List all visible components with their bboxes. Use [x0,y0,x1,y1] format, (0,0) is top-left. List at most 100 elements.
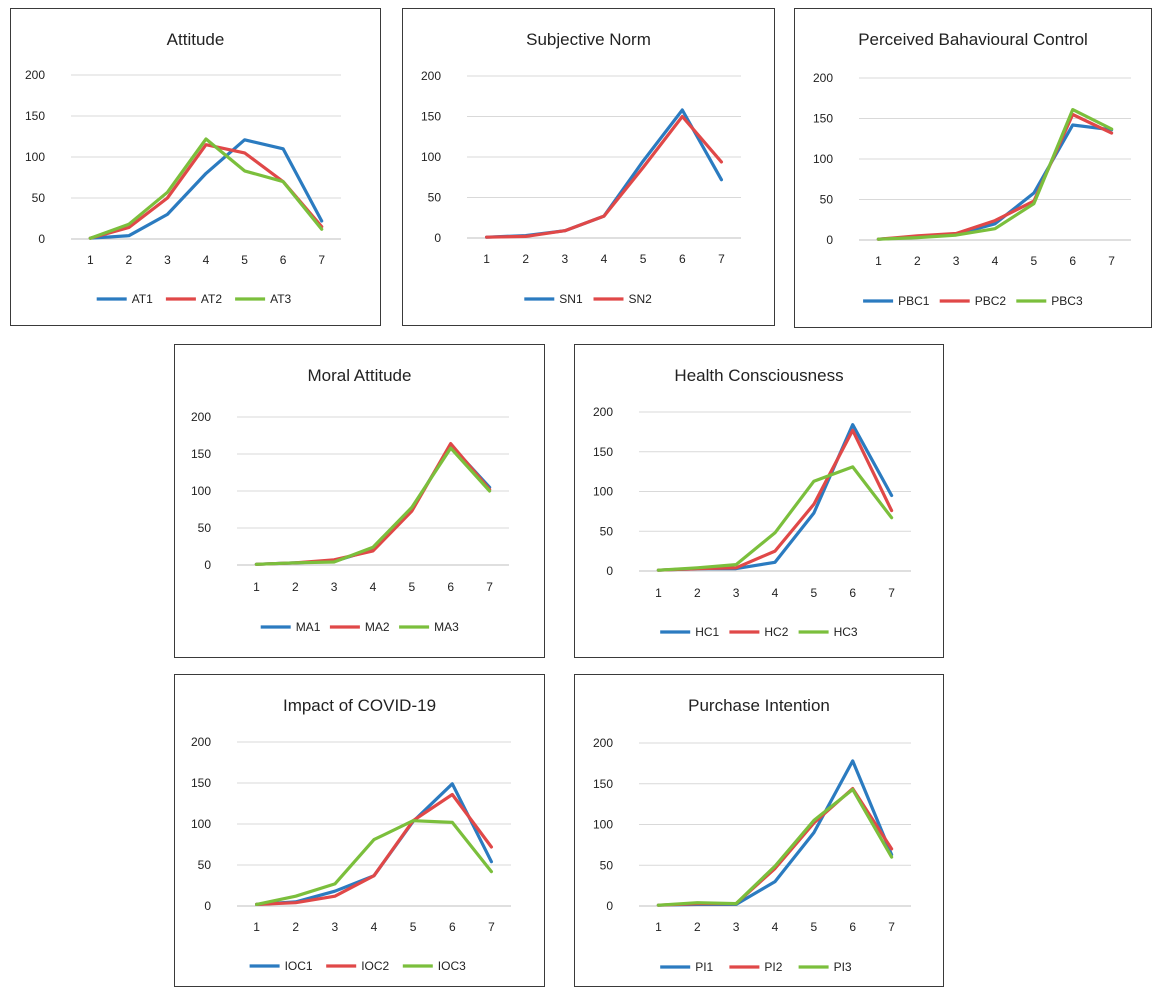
chart-svg: Attitude 0 50 100 150 200 1 2 3 4 5 6 7 AT1 AT2 AT3 [25,30,341,306]
y-tick-label: 50 [198,521,212,535]
x-tick-label: 1 [655,586,662,600]
x-tick-label: 4 [370,580,377,594]
x-tick-label: 4 [992,254,999,268]
x-tick-label: 1 [253,920,260,934]
x-tick-label: 7 [1108,254,1115,268]
chart-svg: Purchase Intention 0 50 100 150 200 1 2 3 4 5 6 7 PI1… [593,696,911,974]
y-tick-label: 100 [421,150,441,164]
chart-title: Subjective Norm [526,30,651,49]
x-tick-label: 6 [849,586,856,600]
legend-item: SN1 [524,292,583,306]
legend-label: MA1 [296,620,321,634]
legend-item: HC3 [798,625,858,639]
series-line-pi2 [656,786,894,907]
chart-svg: Impact of COVID-19 0 50 100 150 200 1 2 3 4 5 6 7 IOC… [191,696,511,973]
legend-item: MA2 [329,620,390,634]
y-tick-label: 150 [191,447,211,461]
x-tick-label: 3 [953,254,960,268]
legend-label: PBC2 [975,294,1007,308]
x-tick-label: 2 [694,920,701,934]
x-tick-label: 2 [914,254,921,268]
legend-label: HC2 [764,625,788,639]
y-tick-label: 200 [421,69,441,83]
x-tick-label: 5 [410,920,417,934]
x-tick-label: 5 [811,586,818,600]
x-tick-label: 6 [280,253,287,267]
chart-panel-purchase-intention: Purchase Intention 0 50 100 150 200 1 2 3 4 5 6 7 PI1… [574,674,944,987]
legend-item: MA3 [399,620,459,634]
y-tick-label: 0 [204,558,211,572]
y-tick-label: 200 [593,405,613,419]
legend-item: IOC3 [402,959,466,973]
y-tick-label: 100 [593,818,613,832]
chart-svg: Subjective Norm 0 50 100 150 200 1 2 3 4 5 6 7 SN1 SN2 [421,30,741,306]
chart-svg: Health Consciousness 0 50 100 150 200 1 2 3 4 5 6 7 H… [593,366,911,639]
series-line-ma3 [254,446,492,566]
legend-label: MA3 [434,620,459,634]
x-tick-label: 5 [1031,254,1038,268]
legend-label: IOC3 [438,959,466,973]
legend-label: IOC1 [285,959,313,973]
x-tick-label: 5 [811,920,818,934]
legend-label: PI1 [695,960,713,974]
series-line-pi1 [656,759,894,907]
y-tick-label: 100 [191,817,211,831]
legend-item: PI2 [729,960,783,974]
x-tick-label: 7 [486,580,493,594]
series-line-hc1 [656,423,894,572]
legend-label: PI3 [834,960,852,974]
x-tick-label: 3 [562,252,569,266]
y-tick-label: 150 [191,776,211,790]
y-tick-label: 0 [606,564,613,578]
series-line-sn2 [484,114,723,239]
series-line-ioc2 [254,792,493,906]
x-tick-label: 2 [694,586,701,600]
series-line-pbc2 [876,112,1114,241]
series-line-pi3 [656,787,894,907]
y-tick-label: 50 [32,191,46,205]
legend-label: MA2 [365,620,390,634]
y-tick-label: 50 [428,191,442,205]
x-tick-label: 2 [126,253,133,267]
y-tick-label: 200 [191,735,211,749]
y-tick-label: 200 [25,68,45,82]
x-tick-label: 5 [409,580,416,594]
y-tick-label: 50 [198,858,212,872]
legend-item: IOC1 [249,959,313,973]
chart-svg: Moral Attitude 0 50 100 150 200 1 2 3 4 5 6 7 MA1 MA2 M… [191,366,509,634]
chart-title: Impact of COVID-19 [283,696,436,715]
x-tick-label: 1 [655,920,662,934]
x-tick-label: 6 [849,920,856,934]
x-tick-label: 2 [292,920,299,934]
series-line-at1 [88,138,324,240]
y-tick-label: 200 [813,71,833,85]
y-tick-label: 0 [826,233,833,247]
x-tick-label: 7 [888,586,895,600]
legend-label: IOC2 [361,959,389,973]
chart-title: Moral Attitude [308,366,412,385]
legend-label: PBC3 [1051,294,1083,308]
legend-item: AT2 [165,292,222,306]
legend-item: PBC3 [1016,294,1083,308]
x-tick-label: 1 [253,580,260,594]
legend-item: MA1 [260,620,321,634]
series-line-at3 [88,137,324,240]
x-tick-label: 1 [875,254,882,268]
legend-item: AT1 [96,292,153,306]
y-tick-label: 100 [813,152,833,166]
y-tick-label: 0 [434,231,441,245]
y-tick-label: 100 [593,485,613,499]
x-tick-label: 7 [888,920,895,934]
chart-title: Attitude [167,30,225,49]
chart-panel-subjective-norm: Subjective Norm 0 50 100 150 200 1 2 3 4 5 6 7 SN1 SN2 [402,8,775,326]
y-tick-label: 50 [820,193,834,207]
series-line-sn1 [484,108,723,239]
x-tick-label: 2 [522,252,529,266]
y-tick-label: 150 [421,110,441,124]
chart-svg: Perceived Bahavioural Control 0 50 100 150 20… [813,30,1131,308]
legend-item: PI3 [798,960,852,974]
x-tick-label: 5 [241,253,248,267]
y-tick-label: 200 [191,410,211,424]
x-tick-label: 3 [332,920,339,934]
x-tick-label: 2 [292,580,299,594]
